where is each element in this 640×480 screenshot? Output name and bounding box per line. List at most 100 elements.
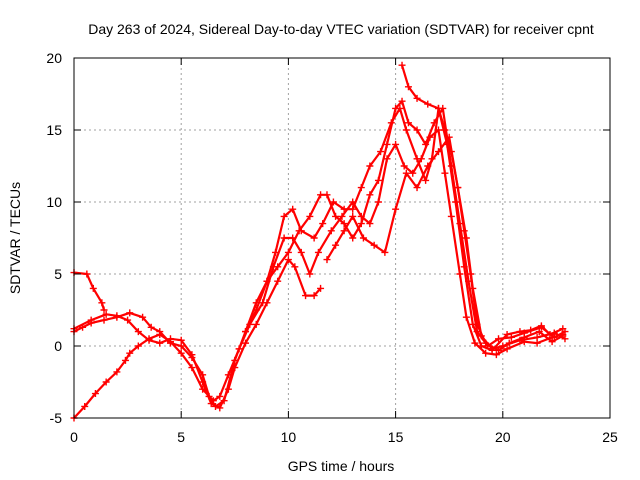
data-point-marker	[199, 371, 207, 379]
data-point-marker	[81, 402, 89, 410]
data-point-marker	[317, 284, 325, 292]
data-point-marker	[338, 212, 346, 220]
data-point-marker	[134, 328, 142, 336]
series-track-4	[70, 104, 567, 410]
data-point-marker	[402, 169, 410, 177]
series-line	[400, 64, 564, 352]
data-point-marker	[537, 323, 545, 331]
data-point-marker	[392, 205, 400, 213]
data-point-marker	[434, 104, 442, 112]
data-point-marker	[98, 299, 106, 307]
data-point-marker	[413, 126, 421, 134]
data-point-marker	[274, 263, 282, 271]
data-point-marker	[422, 176, 430, 184]
axis-ticks: 0 5 10 15 20 25 -5 0 5 10 15 20	[46, 50, 618, 445]
data-point-marker	[424, 162, 432, 170]
series-track-2	[70, 256, 325, 412]
series-track-5	[242, 97, 569, 350]
data-point-marker	[520, 333, 528, 341]
data-point-marker	[113, 368, 121, 376]
data-point-marker	[205, 392, 213, 400]
data-point-marker	[482, 339, 490, 347]
data-point-marker	[392, 140, 400, 148]
data-point-marker	[533, 333, 541, 341]
data-point-marker	[400, 162, 408, 170]
data-point-marker	[434, 148, 442, 156]
data-point-marker	[272, 248, 280, 256]
data-point-marker	[220, 397, 228, 405]
data-point-marker	[319, 220, 327, 228]
data-point-marker	[212, 402, 220, 410]
data-point-marker	[188, 364, 196, 372]
data-point-marker	[242, 339, 250, 347]
data-point-marker	[482, 349, 490, 357]
data-point-marker	[327, 227, 335, 235]
data-point-marker	[284, 256, 292, 264]
data-point-marker	[349, 205, 357, 213]
data-point-marker	[231, 356, 239, 364]
data-point-marker	[413, 155, 421, 163]
data-series	[70, 61, 569, 422]
data-point-marker	[102, 378, 110, 386]
data-point-marker	[242, 328, 250, 336]
data-point-marker	[145, 335, 153, 343]
data-point-marker	[456, 270, 464, 278]
data-point-marker	[126, 349, 134, 357]
data-point-marker	[548, 338, 556, 346]
data-point-marker	[284, 248, 292, 256]
data-point-marker	[413, 94, 421, 102]
data-point-marker	[83, 270, 91, 278]
data-point-marker	[263, 277, 271, 285]
data-point-marker	[441, 169, 449, 177]
x-tick-label: 20	[495, 429, 511, 445]
data-point-marker	[447, 148, 455, 156]
data-point-marker	[100, 306, 108, 314]
data-point-marker	[113, 313, 121, 321]
y-tick-label: 20	[46, 50, 62, 66]
data-point-marker	[462, 313, 470, 321]
x-tick-label: 10	[281, 429, 297, 445]
data-point-marker	[323, 256, 331, 264]
data-point-marker	[349, 212, 357, 220]
data-point-marker	[492, 351, 500, 359]
data-point-marker	[329, 198, 337, 206]
data-point-marker	[447, 212, 455, 220]
grid-lines	[74, 58, 610, 418]
data-point-marker	[332, 241, 340, 249]
data-point-marker	[454, 184, 462, 192]
data-point-marker	[314, 248, 322, 256]
y-tick-label: 10	[46, 194, 62, 210]
series-track-7	[398, 61, 567, 354]
data-point-marker	[121, 356, 129, 364]
x-tick-label: 5	[177, 429, 185, 445]
data-point-marker	[383, 140, 391, 148]
data-point-marker	[126, 309, 134, 317]
data-point-marker	[424, 100, 432, 108]
data-point-marker	[357, 184, 365, 192]
data-point-marker	[156, 339, 164, 347]
data-point-marker	[402, 126, 410, 134]
data-point-marker	[147, 323, 155, 331]
series-line	[325, 136, 567, 350]
data-point-marker	[100, 316, 108, 324]
data-point-marker	[332, 212, 340, 220]
data-point-marker	[310, 292, 318, 300]
data-point-marker	[377, 148, 385, 156]
data-point-marker	[306, 212, 314, 220]
data-point-marker	[422, 140, 430, 148]
data-point-marker	[306, 270, 314, 278]
data-point-marker	[398, 97, 406, 105]
data-point-marker	[413, 184, 421, 192]
series-line	[244, 100, 567, 348]
data-point-marker	[467, 270, 475, 278]
data-point-marker	[216, 404, 224, 412]
data-point-marker	[349, 234, 357, 242]
data-point-marker	[507, 333, 515, 341]
data-point-marker	[188, 354, 196, 362]
data-point-marker	[166, 339, 174, 347]
data-point-marker	[317, 191, 325, 199]
data-point-marker	[441, 126, 449, 134]
x-tick-label: 0	[70, 429, 78, 445]
y-tick-label: 0	[54, 338, 62, 354]
